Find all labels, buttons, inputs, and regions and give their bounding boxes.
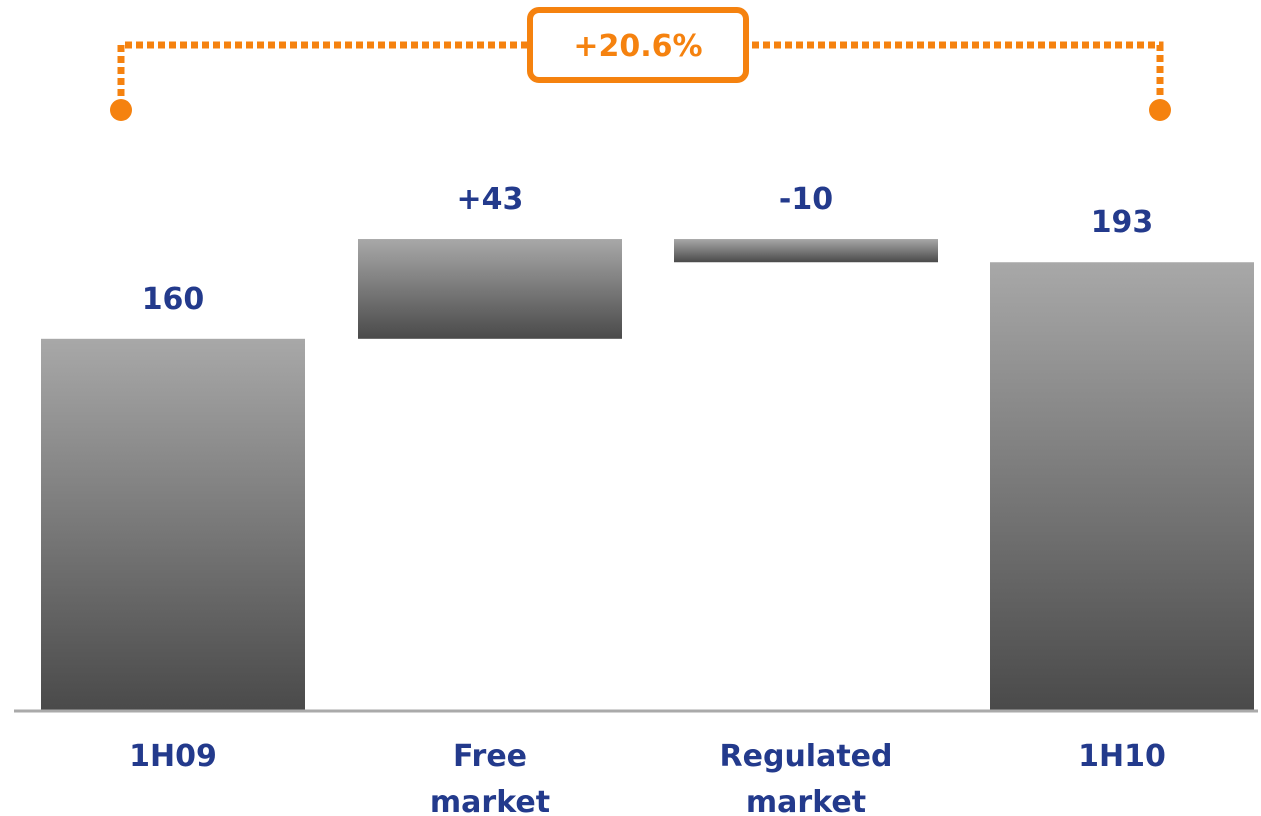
bracket-left-dot bbox=[110, 99, 132, 121]
bars-group bbox=[41, 239, 1254, 710]
value-label: -10 bbox=[779, 182, 833, 217]
growth-percent-label: +20.6% bbox=[573, 29, 702, 64]
growth-bracket: +20.6% bbox=[110, 7, 1171, 121]
value-label: 193 bbox=[1091, 205, 1154, 240]
growth-percent-box bbox=[527, 7, 749, 83]
value-labels-group: 160 +43 -10 193 bbox=[142, 182, 1154, 317]
category-label: market bbox=[746, 785, 866, 816]
category-label: Free bbox=[453, 739, 527, 774]
value-label: 160 bbox=[142, 282, 205, 317]
category-labels-group: 1H09 Free market Regulated market 1H10 bbox=[129, 739, 1166, 816]
bar-1h09 bbox=[41, 338, 305, 710]
bar-free-market bbox=[358, 239, 622, 339]
category-label: Regulated bbox=[720, 739, 893, 774]
bracket-dotted-line bbox=[117, 41, 1164, 96]
value-label: +43 bbox=[457, 182, 524, 217]
category-label: 1H10 bbox=[1078, 739, 1166, 774]
bar-1h10 bbox=[990, 262, 1254, 710]
category-label: 1H09 bbox=[129, 739, 217, 774]
bar-regulated-market bbox=[674, 239, 938, 263]
category-label: market bbox=[430, 785, 550, 816]
bracket-right-dot bbox=[1149, 99, 1171, 121]
